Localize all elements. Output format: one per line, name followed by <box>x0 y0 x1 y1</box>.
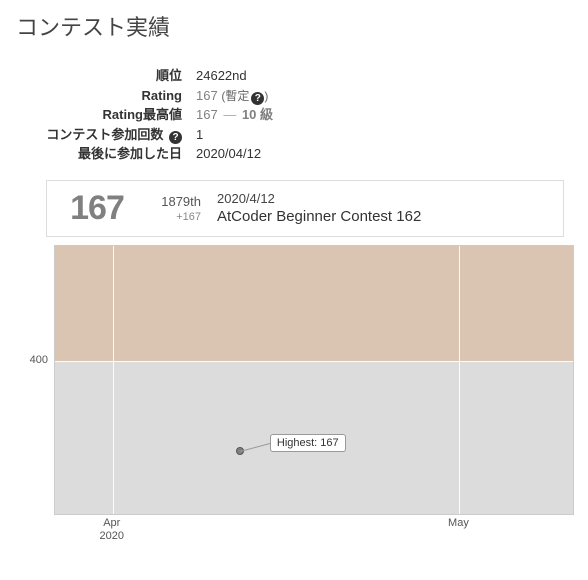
card-date: 2020/4/12 <box>217 191 563 206</box>
stat-label: コンテスト参加回数 ? <box>24 125 196 145</box>
card-mid: 1879th +167 <box>147 194 211 223</box>
chart-plot-area[interactable]: Highest: 167 <box>54 245 574 515</box>
stat-label: Rating最高値 <box>24 105 196 125</box>
card-place: 1879th <box>147 194 201 209</box>
chart-hgrid <box>55 361 573 362</box>
highest-number: 167 <box>196 107 218 122</box>
stat-label: 順位 <box>24 66 196 86</box>
stat-label: 最後に参加した日 <box>24 144 196 164</box>
stats-table: 順位 24622nd Rating 167 (暫定?) Rating最高値 16… <box>24 66 572 164</box>
help-icon[interactable]: ? <box>169 131 182 144</box>
help-icon[interactable]: ? <box>251 92 264 105</box>
chart-vgrid <box>459 246 460 514</box>
stat-value: 24622nd <box>196 66 247 86</box>
chart-vgrid <box>113 246 114 514</box>
dash: ― <box>221 107 238 122</box>
stat-label: Rating <box>24 86 196 106</box>
card-right: 2020/4/12 AtCoder Beginner Contest 162 <box>211 191 563 225</box>
chart-ytick: 400 <box>24 354 48 366</box>
page-title: コンテスト実績 <box>16 10 572 42</box>
stat-matches: コンテスト参加回数 ? 1 <box>24 125 572 145</box>
card-rating: 167 <box>47 189 147 228</box>
chart-xtick: May <box>448 517 469 530</box>
stat-rank: 順位 24622nd <box>24 66 572 86</box>
chart-band-brown <box>55 246 573 362</box>
provisional-text: (暫定?) <box>221 89 268 103</box>
stat-value: 2020/04/12 <box>196 144 261 164</box>
card-rating-box: 167 <box>47 189 147 228</box>
chart-callout: Highest: 167 <box>270 434 346 452</box>
rating-chart: Highest: 167 400 Apr2020 May <box>24 245 584 545</box>
card-diff: +167 <box>147 211 201 223</box>
stat-last: 最後に参加した日 2020/04/12 <box>24 144 572 164</box>
stat-rating: Rating 167 (暫定?) <box>24 86 572 106</box>
card-contest-name: AtCoder Beginner Contest 162 <box>217 208 563 225</box>
stat-highest: Rating最高値 167 ― 10 級 <box>24 105 572 125</box>
stat-value: 1 <box>196 125 203 145</box>
chart-callout-line <box>240 443 270 452</box>
rating-number: 167 <box>196 88 218 103</box>
latest-contest-card: 167 1879th +167 2020/4/12 AtCoder Beginn… <box>46 180 564 237</box>
chart-xtick: Apr2020 <box>100 517 124 543</box>
stat-value: 167 (暫定?) <box>196 86 268 106</box>
stat-value: 167 ― 10 級 <box>196 105 273 125</box>
kyu-label: 10 級 <box>242 107 273 122</box>
